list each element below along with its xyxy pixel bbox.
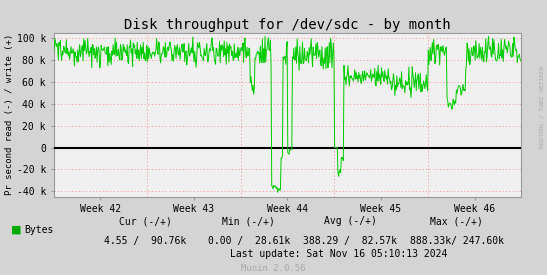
Text: Bytes: Bytes [25,225,54,235]
Y-axis label: Pr second read (-) / write (+): Pr second read (-) / write (+) [5,34,14,196]
Text: 888.33k/ 247.60k: 888.33k/ 247.60k [410,236,504,246]
Text: RRDTOOL / TOBI OETIKER: RRDTOOL / TOBI OETIKER [539,66,544,148]
Text: Avg (-/+): Avg (-/+) [324,216,376,226]
Text: Last update: Sat Nov 16 05:10:13 2024: Last update: Sat Nov 16 05:10:13 2024 [230,249,448,259]
Title: Disk throughput for /dev/sdc - by month: Disk throughput for /dev/sdc - by month [124,18,451,32]
Text: 4.55 /  90.76k: 4.55 / 90.76k [104,236,186,246]
Text: Max (-/+): Max (-/+) [430,216,483,226]
Text: 0.00 /  28.61k: 0.00 / 28.61k [208,236,290,246]
Text: Min (-/+): Min (-/+) [223,216,275,226]
Text: Cur (-/+): Cur (-/+) [119,216,171,226]
Text: 388.29 /  82.57k: 388.29 / 82.57k [303,236,397,246]
Text: ■: ■ [11,225,21,235]
Text: Munin 2.0.56: Munin 2.0.56 [241,265,306,273]
